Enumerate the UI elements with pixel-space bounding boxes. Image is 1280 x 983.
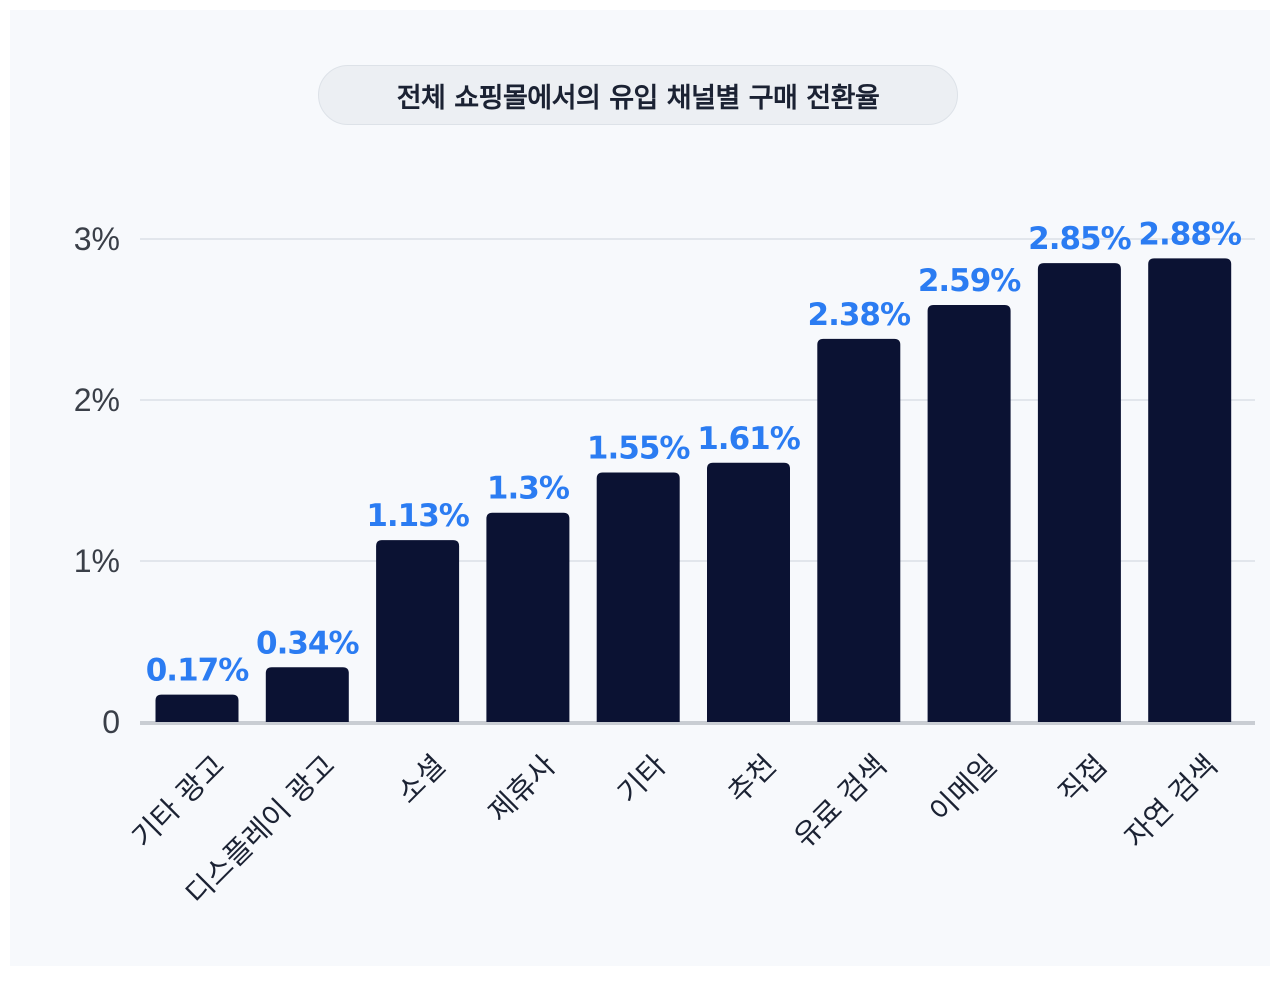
bar: [486, 512, 570, 722]
x-tick-label: 기타 광고: [125, 748, 231, 854]
value-label: 2.85%: [1028, 221, 1131, 257]
value-label: 0.34%: [256, 625, 359, 661]
bar: [155, 694, 239, 722]
x-tick-label: 유료 검색: [787, 748, 893, 854]
value-label: 2.38%: [808, 297, 911, 333]
value-label: 1.13%: [366, 498, 469, 534]
bar: [1148, 258, 1232, 722]
x-tick-label: 소셜: [390, 748, 452, 810]
bar: [596, 472, 680, 722]
x-tick-label: 제휴사: [481, 748, 562, 829]
value-label: 1.3%: [487, 471, 570, 507]
bars: [155, 258, 1232, 722]
x-tick-label: 기타: [611, 748, 673, 810]
bar: [707, 462, 790, 722]
chart-title: 전체 쇼핑몰에서의 유입 채널별 구매 전환율: [318, 65, 958, 125]
value-label: 1.61%: [697, 421, 800, 457]
value-label: 2.59%: [918, 263, 1021, 299]
bar: [927, 305, 1011, 722]
bar: [376, 540, 460, 722]
bar: [817, 338, 901, 722]
bar: [1037, 263, 1121, 722]
y-axis-ticks: 0 1% 2% 3%: [74, 221, 120, 740]
value-labels: 0.17%0.34%1.13%1.3%1.55% 1.61%2.38%2.59%2…: [146, 216, 1243, 689]
x-tick-label: 자연 검색: [1118, 748, 1224, 854]
y-tick-label: 3%: [74, 221, 120, 257]
x-tick-label: 직접: [1052, 748, 1114, 810]
bar: [265, 667, 349, 722]
x-tick-label: 이메일: [923, 748, 1004, 829]
value-label: 1.55%: [587, 430, 690, 466]
y-tick-label: 0: [102, 704, 120, 740]
value-label: 2.88%: [1138, 216, 1241, 252]
y-tick-label: 1%: [74, 543, 120, 579]
x-tick-label: 추천: [721, 748, 783, 810]
y-tick-label: 2%: [74, 382, 120, 418]
value-label: 0.17%: [146, 653, 249, 689]
